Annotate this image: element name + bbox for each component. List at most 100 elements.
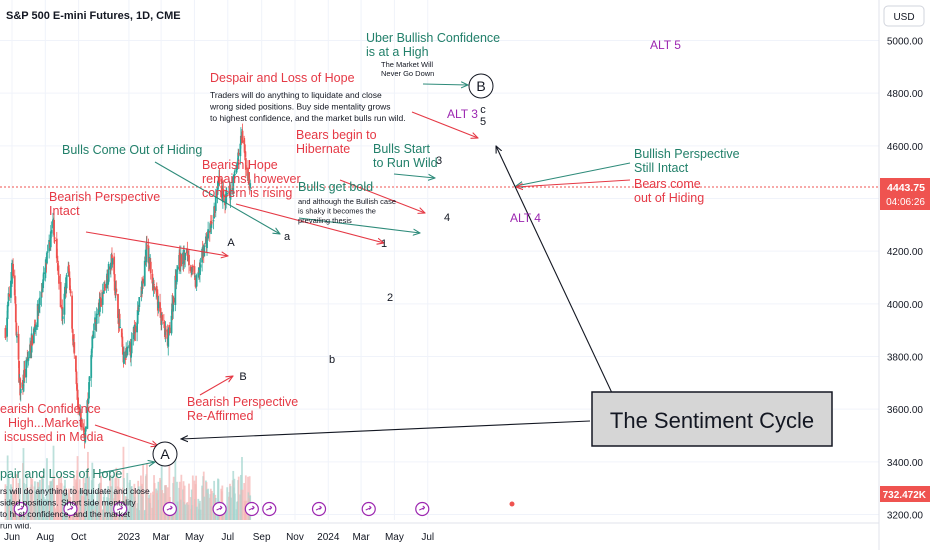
wave-a-lower-label: a — [284, 231, 291, 243]
candle-body — [221, 190, 224, 203]
annotation-arrow — [393, 173, 435, 178]
volume-bar — [35, 490, 37, 520]
candle-body — [167, 337, 170, 347]
event-marker-icon[interactable] — [415, 501, 430, 517]
event-marker-icon[interactable] — [212, 501, 227, 517]
wave-b-lower-label: b — [329, 354, 335, 366]
candle-body — [249, 183, 252, 188]
despair-bottom-title: pair and Loss of Hope — [0, 467, 122, 481]
candle-body — [209, 222, 212, 232]
candle-body — [212, 220, 215, 222]
candle-body — [113, 274, 116, 291]
uber-title-line-2: is at a High — [366, 45, 429, 59]
despair-bottom-body-line: sided positions. Short side mentality — [0, 498, 136, 508]
candle-body — [65, 287, 67, 290]
candle-body — [22, 384, 25, 386]
annotation-arrow — [235, 203, 384, 243]
candle-body — [84, 426, 87, 432]
event-marker-icon[interactable] — [244, 501, 259, 517]
candle-body — [49, 231, 52, 248]
time-axis-tick-label: Aug — [36, 532, 54, 543]
volume-badge: 732.472K — [880, 486, 930, 502]
event-marker-icon[interactable] — [361, 501, 376, 517]
candle-body — [216, 186, 219, 195]
wave-c-label: c — [480, 104, 486, 116]
annotation-arrow — [85, 231, 228, 256]
candle-body — [245, 167, 248, 170]
volume-bar — [130, 486, 133, 520]
candle-body — [220, 182, 223, 184]
candle-body — [230, 190, 232, 192]
volume-bar — [146, 463, 148, 520]
volume-bar — [142, 464, 145, 520]
candle-body — [222, 189, 225, 195]
candle-body — [118, 313, 121, 327]
candle-body — [190, 272, 193, 274]
candle-body — [191, 265, 194, 268]
candle-body — [88, 382, 90, 399]
candle-body — [29, 344, 31, 359]
volume-bar — [138, 510, 141, 520]
volume-bar — [117, 478, 120, 520]
event-marker-icon[interactable] — [162, 501, 177, 517]
candle-body — [235, 165, 238, 173]
volume-bar — [103, 501, 106, 520]
candle-body — [211, 222, 213, 224]
candle-body — [27, 357, 30, 361]
volume-bar — [202, 471, 205, 520]
event-marker-icon[interactable] — [113, 501, 128, 517]
event-marker-icon[interactable] — [311, 501, 327, 517]
annotation-arrow — [154, 161, 280, 234]
volume-bar — [180, 474, 183, 520]
candle-body — [218, 176, 221, 182]
volume-bar — [195, 506, 198, 520]
candle-body — [159, 309, 162, 312]
candle-body — [107, 279, 110, 285]
volume-bar — [54, 508, 57, 520]
bulls-bold-body-line: prevailing thesis — [298, 216, 352, 225]
candle-body — [174, 275, 177, 305]
candle-body — [106, 275, 109, 283]
candle-body — [168, 325, 171, 328]
volume-bar — [176, 501, 179, 520]
uber-sub-line-2: Never Go Down — [381, 69, 434, 78]
candle-body — [48, 239, 51, 252]
candle-body — [130, 355, 132, 358]
alt5-label: ALT 5 — [650, 38, 681, 52]
volume-bar — [211, 490, 213, 520]
currency-button[interactable]: USD — [883, 5, 925, 27]
annotation-arrow — [516, 162, 631, 186]
candle-body — [26, 358, 29, 360]
candle-body — [37, 307, 40, 309]
volume-bar — [132, 489, 135, 520]
candle-body — [232, 176, 235, 195]
candle-body — [195, 275, 198, 287]
candle-body — [237, 152, 240, 161]
candle-body — [83, 428, 86, 433]
volume-bar — [84, 477, 87, 520]
event-marker-icon[interactable] — [13, 501, 28, 517]
candle-body — [132, 332, 135, 340]
time-axis-tick-label: Mar — [352, 532, 370, 543]
time-axis-tick-label: May — [185, 532, 204, 543]
candle-body — [224, 199, 227, 203]
volume-bar — [92, 477, 95, 520]
bulls-hiding-label: Bulls Come Out of Hiding — [62, 143, 202, 157]
annotation-arrow — [339, 179, 425, 213]
candle-body — [68, 271, 71, 277]
volume-bar — [79, 490, 82, 520]
candle-body — [184, 252, 187, 261]
volume-bar — [189, 497, 192, 520]
candle-body — [25, 360, 28, 378]
time-axis-tick-label: 2024 — [317, 532, 340, 543]
candle-body — [17, 333, 20, 360]
candle-body — [199, 267, 201, 275]
volume-bar — [48, 485, 51, 520]
event-marker-icon[interactable] — [63, 501, 78, 517]
candle-body — [69, 277, 71, 290]
event-marker-icon[interactable] — [262, 501, 277, 517]
countdown-value: 04:06:26 — [886, 197, 925, 208]
alt4-label: ALT 4 — [510, 211, 541, 225]
candle-body — [188, 254, 190, 266]
